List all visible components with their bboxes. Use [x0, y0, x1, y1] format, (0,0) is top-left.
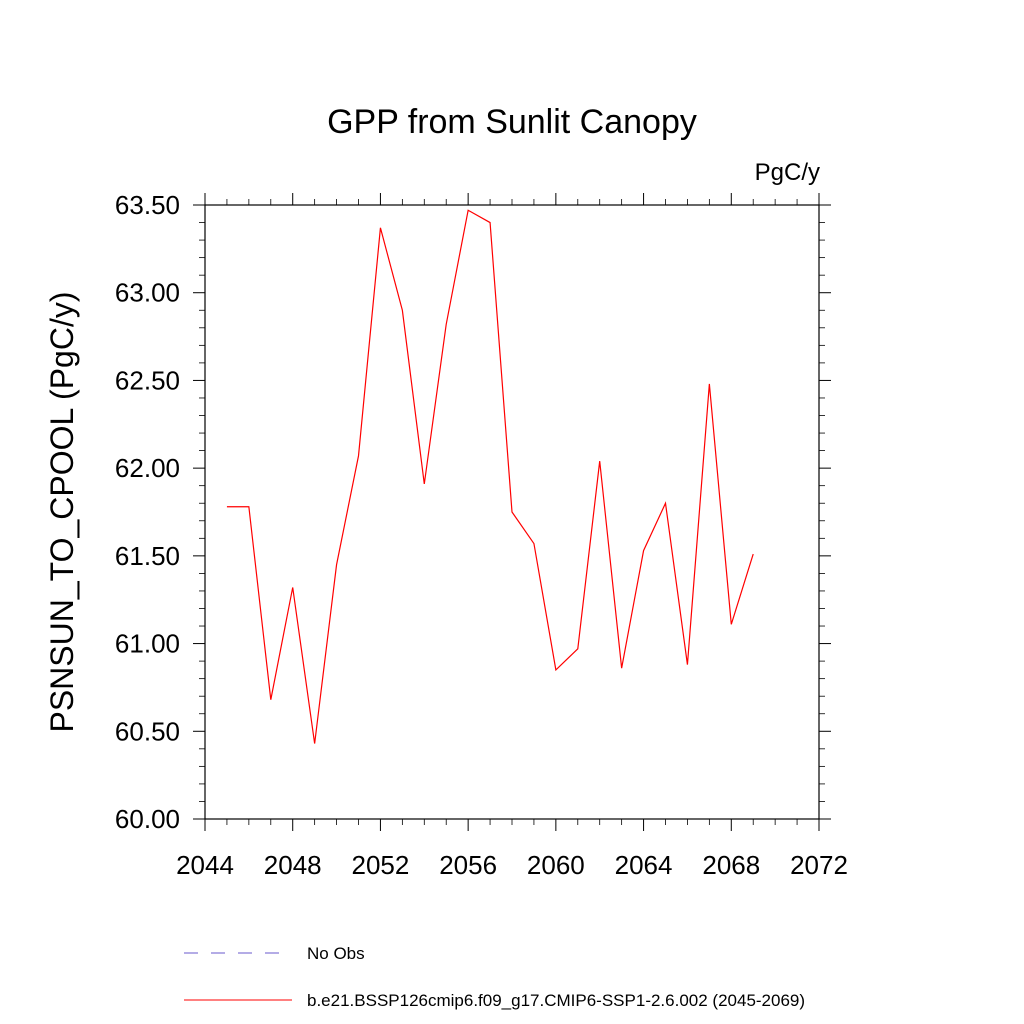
units-label: PgC/y	[755, 159, 820, 186]
y-tick-label: 60.50	[115, 716, 180, 746]
x-tick-label: 2044	[176, 850, 234, 880]
x-tick-label: 2060	[527, 850, 585, 880]
x-tick-label: 2048	[264, 850, 322, 880]
y-tick-label: 61.00	[115, 629, 180, 659]
y-tick-label: 63.00	[115, 278, 180, 308]
y-tick-label: 62.50	[115, 365, 180, 395]
x-tick-label: 2072	[790, 850, 848, 880]
x-tick-label: 2056	[439, 850, 497, 880]
y-tick-label: 60.00	[115, 804, 180, 834]
x-tick-label: 2052	[352, 850, 410, 880]
series-layer	[226, 209, 754, 744]
legend-label-series: b.e21.BSSP126cmip6.f09_g17.CMIP6-SSP1-2.…	[307, 991, 805, 1010]
y-tick-label: 62.00	[115, 453, 180, 483]
legend-label-no-obs: No Obs	[307, 944, 365, 963]
chart-title: GPP from Sunlit Canopy	[327, 103, 697, 141]
legend: No Obs b.e21.BSSP126cmip6.f09_g17.CMIP6-…	[184, 944, 805, 1010]
y-axis-label: PSNSUN_TO_CPOOL (PgC/y)	[44, 292, 80, 733]
x-tick-label: 2068	[702, 850, 760, 880]
axis-ticks: 2044 2048 2052 2056 2060 2064 2068 2072 60.00 60.…	[115, 190, 848, 880]
series-line-0	[226, 209, 754, 744]
y-tick-label: 63.50	[115, 190, 180, 220]
x-tick-label: 2064	[615, 850, 673, 880]
y-tick-label: 61.50	[115, 541, 180, 571]
